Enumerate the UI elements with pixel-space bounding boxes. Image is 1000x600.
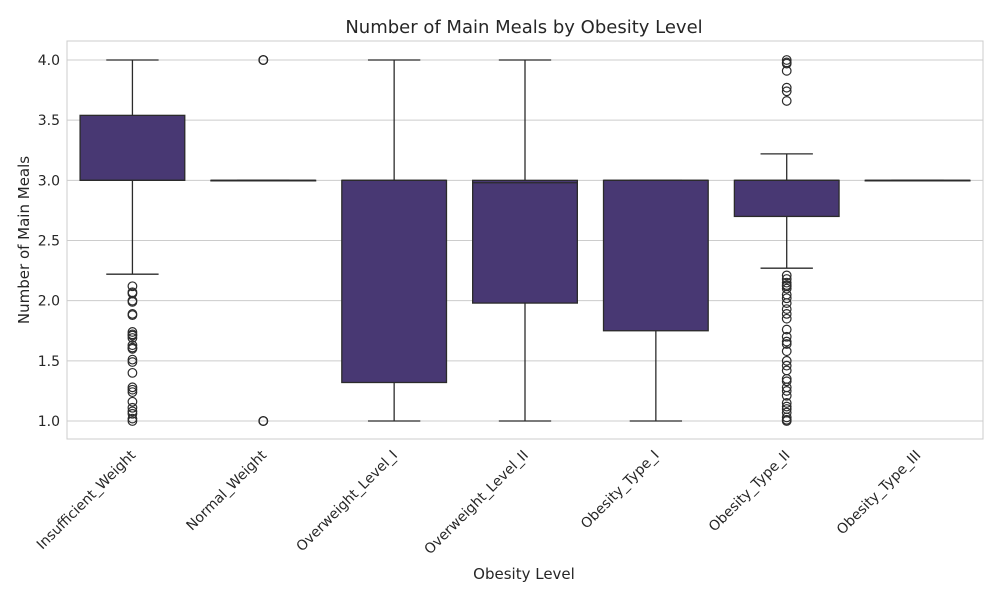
outlier-point: [781, 274, 792, 284]
outlier-point: [127, 354, 138, 365]
outlier-point: [781, 386, 792, 396]
outlier-point: [127, 343, 138, 354]
y-tick-label: 3.0: [38, 173, 60, 189]
outlier-point: [781, 298, 792, 308]
outlier-point: [781, 355, 792, 366]
outlier-point: [781, 55, 792, 65]
outlier-point: [781, 313, 792, 324]
y-axis-ticks: 1.0 1.5 2.0 2.5 3.0 3.5 4.0: [38, 53, 60, 430]
box-Obesity_Type_III: [864, 179, 971, 182]
chart-title: Number of Main Meals by Obesity Level: [345, 17, 702, 38]
outlier-point: [127, 330, 138, 341]
outlier-point: [781, 283, 792, 294]
outlier-point: [781, 401, 792, 412]
outlier-point: [127, 406, 138, 417]
outlier-point: [127, 396, 138, 407]
box-iqr: [733, 179, 840, 218]
outlier-point: [127, 416, 138, 426]
outlier-point: [781, 65, 792, 76]
y-tick-label: 1.0: [38, 414, 60, 430]
outlier-point: [127, 382, 138, 393]
outlier-point: [781, 398, 792, 408]
box-iqr: [472, 179, 578, 304]
outlier-point: [781, 96, 792, 106]
outlier-point: [781, 412, 792, 423]
outlier-point: [127, 408, 138, 419]
x-axis-ticks: Insufficient_Weight Normal_Weight Overweig…: [34, 447, 925, 558]
box-iqr: [79, 114, 186, 181]
outlier-point: [127, 384, 138, 395]
outlier-point: [127, 413, 138, 424]
outlier-point: [781, 304, 792, 314]
x-tick-label: Obesity_Type_III: [834, 448, 925, 539]
outlier-point: [127, 387, 138, 398]
outlier-point: [127, 281, 138, 292]
outlier-point: [127, 333, 138, 343]
outlier-point: [258, 416, 269, 426]
box-iqr: [341, 179, 448, 384]
y-tick-label: 2.0: [38, 294, 60, 310]
outlier-point: [781, 336, 792, 347]
outlier-point: [781, 346, 792, 357]
outlier-point: [127, 310, 138, 321]
x-tick-label: Obesity_Type_II: [706, 448, 794, 536]
outlier-point: [127, 340, 138, 351]
y-tick-label: 2.5: [38, 234, 60, 250]
x-axis-label: Obesity Level: [473, 565, 575, 583]
outlier-point: [781, 293, 792, 304]
x-tick-label: Normal_Weight: [184, 447, 271, 534]
outlier-point: [781, 339, 792, 349]
box-Obesity_Type_II: [733, 55, 840, 426]
outlier-point: [127, 327, 138, 337]
outlier-point: [781, 82, 792, 93]
outlier-point: [781, 331, 792, 342]
outlier-point: [781, 277, 792, 288]
outlier-point: [781, 390, 792, 401]
box-Obesity_Type_I: [602, 179, 709, 422]
x-tick-label: Insufficient_Weight: [34, 447, 140, 553]
outlier-point: [781, 58, 792, 69]
box-Overweight_Level_I: [341, 59, 448, 422]
box-Normal_Weight: [210, 55, 317, 426]
outlier-point: [127, 402, 138, 413]
outlier-point: [781, 86, 792, 97]
outlier-point: [781, 270, 792, 281]
y-tick-label: 1.5: [38, 354, 60, 370]
outlier-point: [258, 55, 269, 65]
x-tick-label: Obesity_Type_I: [578, 448, 663, 533]
outlier-point: [127, 367, 138, 378]
y-tick-label: 4.0: [38, 53, 60, 69]
outlier-point: [127, 296, 138, 307]
outlier-point: [781, 324, 792, 335]
outlier-point: [781, 360, 792, 371]
outlier-point: [127, 357, 138, 367]
outlier-point: [781, 376, 792, 387]
box-Overweight_Level_II: [472, 59, 578, 422]
y-axis-label: Number of Main Meals: [15, 156, 33, 324]
x-tick-label: Overweight_Level_I: [294, 448, 401, 555]
outlier-point: [781, 416, 792, 426]
outlier-point: [781, 309, 792, 319]
boxes: [79, 55, 971, 426]
box-Insufficient_Weight: [79, 59, 186, 426]
y-tick-label: 3.5: [38, 113, 60, 129]
box-iqr: [602, 179, 709, 332]
x-tick-label: Overweight_Level_II: [421, 448, 531, 558]
